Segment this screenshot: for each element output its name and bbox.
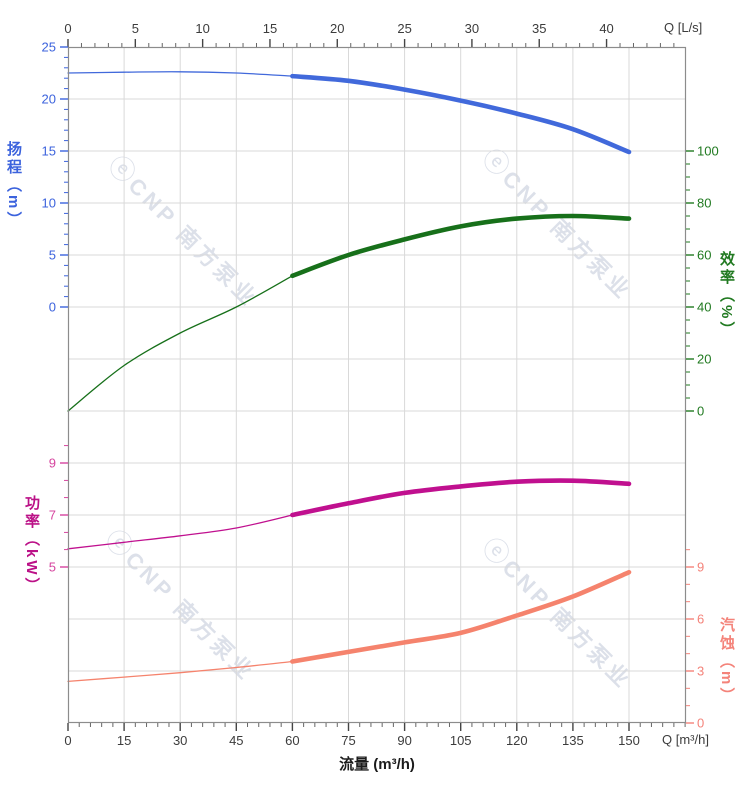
- svg-text:135: 135: [562, 733, 584, 748]
- svg-text:20: 20: [330, 21, 344, 36]
- efficiency-axis-title: 效率（%）: [718, 251, 735, 340]
- svg-text:25: 25: [397, 21, 411, 36]
- svg-text:150: 150: [618, 733, 640, 748]
- head-axis-title: 扬程（m）: [5, 141, 22, 230]
- svg-text:0: 0: [49, 300, 56, 315]
- flow-axis-title: 流量 (m³/h): [339, 756, 415, 773]
- plot-border: [67, 46, 687, 724]
- svg-text:5: 5: [49, 248, 56, 263]
- power-curve: [67, 478, 632, 550]
- bottom-axis-unit-label: Q [m³/h]: [662, 732, 709, 747]
- svg-text:20: 20: [42, 92, 56, 107]
- svg-text:0: 0: [64, 733, 71, 748]
- svg-text:15: 15: [42, 144, 56, 159]
- svg-text:3: 3: [697, 664, 704, 679]
- svg-text:120: 120: [506, 733, 528, 748]
- svg-text:20: 20: [697, 352, 711, 367]
- npsh-axis-title: 汽蚀（m）: [718, 617, 735, 706]
- curves: [67, 71, 632, 683]
- svg-text:5: 5: [49, 560, 56, 575]
- svg-text:9: 9: [697, 560, 704, 575]
- svg-text:10: 10: [195, 21, 209, 36]
- svg-text:7: 7: [49, 508, 56, 523]
- svg-text:80: 80: [697, 196, 711, 211]
- svg-text:45: 45: [229, 733, 243, 748]
- svg-text:10: 10: [42, 196, 56, 211]
- top-axis-unit-label: Q [L/s]: [664, 20, 703, 35]
- svg-text:105: 105: [450, 733, 472, 748]
- eff-curve: [67, 213, 632, 412]
- svg-text:75: 75: [341, 733, 355, 748]
- svg-text:9: 9: [49, 456, 56, 471]
- svg-text:15: 15: [263, 21, 277, 36]
- y-axes: 25 20 15 10 5 0 100 80 60 40 20 0 9 7 5 9 6 3 0: [42, 40, 719, 731]
- svg-text:30: 30: [173, 733, 187, 748]
- x-axes: 0 5 10 15 20 25 30 35 40 0 15 30 45 60 75 90 105 120 135 15…: [64, 21, 686, 748]
- svg-text:0: 0: [697, 404, 704, 419]
- grid: [68, 47, 686, 723]
- svg-text:15: 15: [117, 733, 131, 748]
- svg-text:0: 0: [697, 716, 704, 731]
- svg-text:100: 100: [697, 144, 719, 159]
- svg-text:90: 90: [397, 733, 411, 748]
- npsh-curve: [67, 569, 632, 683]
- svg-text:25: 25: [42, 40, 56, 55]
- svg-text:0: 0: [64, 21, 71, 36]
- svg-text:40: 40: [599, 21, 613, 36]
- svg-text:6: 6: [697, 612, 704, 627]
- power-axis-title: 功率（kW）: [23, 495, 40, 596]
- svg-text:30: 30: [465, 21, 479, 36]
- svg-text:5: 5: [132, 21, 139, 36]
- svg-text:35: 35: [532, 21, 546, 36]
- svg-text:40: 40: [697, 300, 711, 315]
- head-curve: [67, 71, 632, 155]
- svg-text:60: 60: [697, 248, 711, 263]
- svg-text:60: 60: [285, 733, 299, 748]
